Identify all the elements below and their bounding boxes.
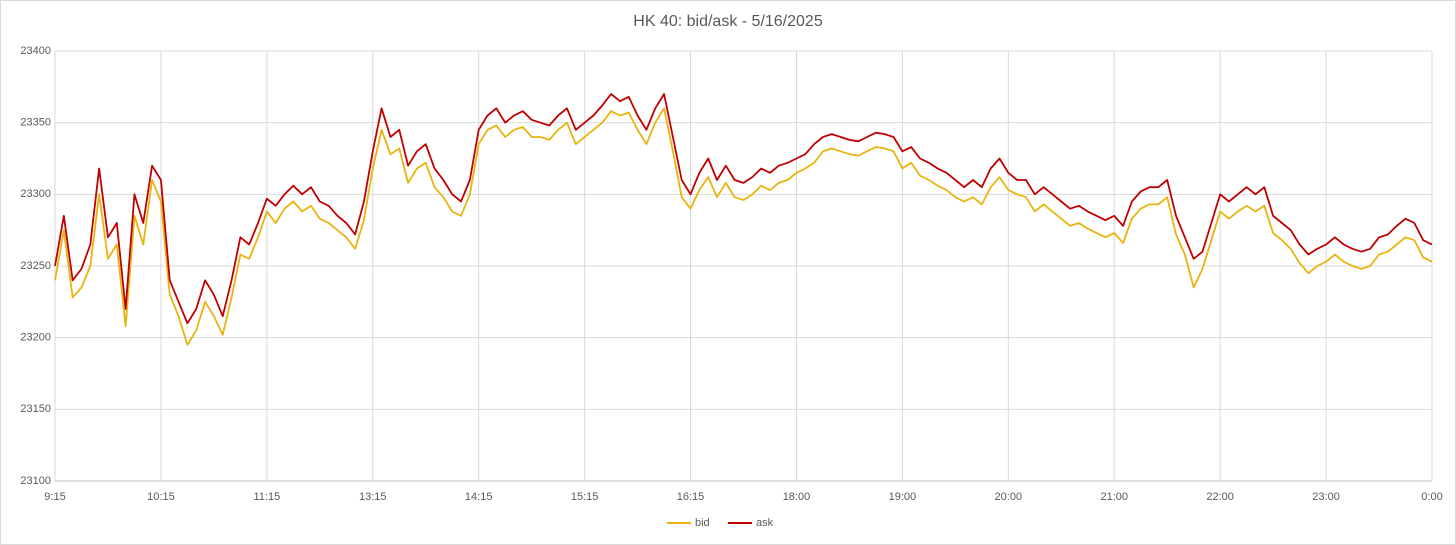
y-tick-label: 23100	[20, 475, 51, 487]
x-tick-label: 11:15	[253, 491, 280, 503]
x-tick-label: 19:00	[889, 491, 917, 503]
legend-label: ask	[756, 517, 774, 529]
x-tick-label: 23:00	[1312, 491, 1340, 503]
x-tick-label: 16:15	[677, 491, 705, 503]
line-series	[54, 93, 1433, 325]
x-tick-label: 22:00	[1206, 491, 1234, 503]
x-tick-label: 10:15	[147, 491, 175, 503]
y-tick-label: 23250	[20, 260, 51, 272]
x-tick-label: 15:15	[571, 491, 599, 503]
line-series	[54, 107, 1433, 346]
x-tick-label: 21:00	[1100, 491, 1128, 503]
x-tick-label: 18:00	[783, 491, 811, 503]
x-tick-label: 0:00	[1421, 491, 1442, 503]
y-tick-label: 23300	[20, 188, 51, 200]
y-tick-label: 23400	[20, 45, 51, 57]
x-tick-label: 9:15	[44, 491, 65, 503]
chart-title: HK 40: bid/ask - 5/16/2025	[633, 13, 823, 30]
y-tick-label: 23350	[20, 117, 51, 129]
legend-label: bid	[695, 517, 710, 529]
x-tick-label: 14:15	[465, 491, 493, 503]
y-tick-label: 23200	[20, 332, 51, 344]
x-tick-label: 20:00	[995, 491, 1023, 503]
y-tick-label: 23150	[20, 403, 51, 415]
x-tick-label: 13:15	[359, 491, 387, 503]
